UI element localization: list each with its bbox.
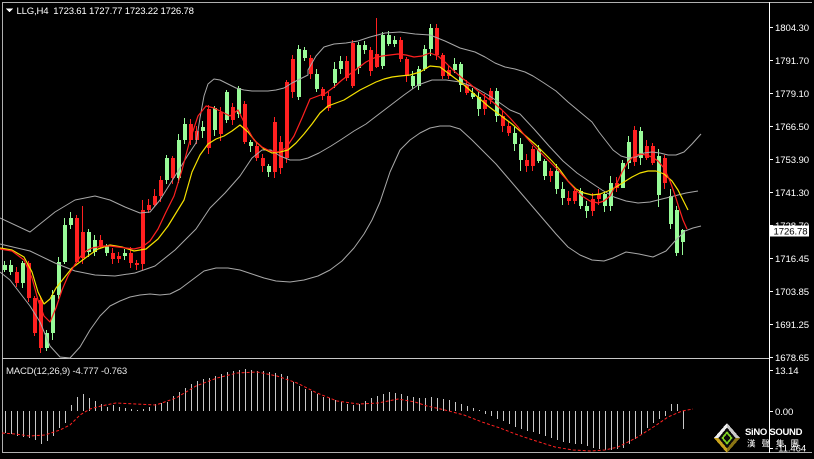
svg-text:1779.10: 1779.10: [775, 89, 809, 100]
svg-text:1766.50: 1766.50: [775, 122, 809, 133]
svg-text:0.00: 0.00: [775, 407, 793, 418]
svg-text:LLG,H4 1723.61 1727.77 1723.2: LLG,H4 1723.61 1727.77 1723.22 1726.78: [17, 6, 194, 17]
svg-text:1791.70: 1791.70: [775, 56, 809, 67]
svg-text:1726.78: 1726.78: [774, 227, 808, 238]
svg-text:13.14: 13.14: [775, 366, 799, 377]
svg-text:1691.25: 1691.25: [775, 320, 809, 331]
svg-text:1753.90: 1753.90: [775, 155, 809, 166]
svg-text:-11.464: -11.464: [775, 444, 807, 455]
svg-text:漢聲集團: 漢聲集團: [747, 439, 805, 449]
svg-text:1703.85: 1703.85: [775, 287, 809, 298]
svg-text:1741.30: 1741.30: [775, 188, 809, 199]
svg-text:1716.45: 1716.45: [775, 254, 809, 265]
svg-text:1804.30: 1804.30: [775, 23, 809, 34]
svg-text:1678.65: 1678.65: [775, 353, 809, 364]
svg-text:MACD(12,26,9) -4.777 -0.763: MACD(12,26,9) -4.777 -0.763: [6, 366, 127, 377]
svg-text:SiNO SOUND: SiNO SOUND: [745, 427, 803, 438]
